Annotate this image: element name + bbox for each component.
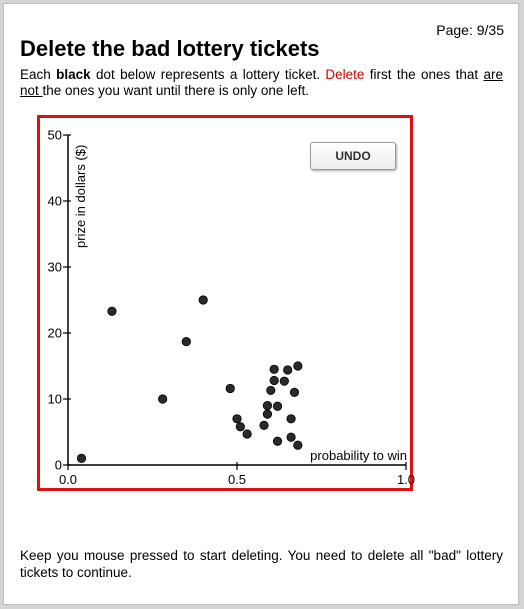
y-tick-label: 50: [48, 128, 62, 143]
plot-frame[interactable]: [37, 115, 413, 491]
lottery-ticket-dot[interactable]: [76, 453, 87, 463]
lottery-ticket-dot[interactable]: [262, 400, 273, 411]
x-tick-label: 0.5: [228, 472, 246, 487]
x-tick-label: 1.0: [397, 472, 415, 487]
instructions-bold: black: [56, 67, 91, 82]
y-tick-label: 20: [48, 326, 62, 341]
y-axis-label: prize in dollars ($): [73, 145, 88, 248]
lottery-ticket-dot[interactable]: [198, 295, 208, 305]
lottery-ticket-dot[interactable]: [262, 409, 273, 419]
lottery-ticket-dot[interactable]: [235, 422, 245, 432]
instructions-text-2: dot below represents a lottery ticket.: [90, 67, 326, 82]
lottery-ticket-dot[interactable]: [286, 432, 296, 442]
lottery-ticket-dot[interactable]: [286, 414, 296, 424]
y-tick-label: 40: [48, 194, 62, 209]
y-tick-label: 30: [48, 260, 62, 275]
lottery-ticket-dot[interactable]: [293, 440, 303, 450]
lottery-ticket-dot[interactable]: [107, 306, 117, 316]
lottery-ticket-dot[interactable]: [259, 420, 269, 430]
instructions-delete-word: Delete: [325, 67, 365, 82]
instructions-text-1: Each: [20, 67, 57, 82]
footer-instructions: Keep you mouse pressed to start deleting…: [20, 548, 503, 580]
lottery-ticket-dot[interactable]: [283, 365, 293, 375]
page-title: Delete the bad lottery tickets: [20, 36, 320, 61]
instructions-text-3: first the ones that: [364, 67, 484, 82]
page-number: Page: 9/35: [436, 22, 504, 38]
lottery-ticket-dot[interactable]: [181, 336, 191, 347]
lottery-ticket-dot[interactable]: [272, 436, 283, 446]
lottery-ticket-dot[interactable]: [269, 364, 279, 374]
lottery-ticket-dot[interactable]: [279, 376, 289, 386]
lottery-ticket-dot[interactable]: [269, 375, 279, 386]
lottery-ticket-dot[interactable]: [225, 383, 235, 394]
lottery-ticket-dot[interactable]: [232, 414, 242, 424]
y-tick-label: 10: [48, 392, 62, 407]
lottery-ticket-dot[interactable]: [158, 394, 168, 404]
lottery-ticket-dot[interactable]: [272, 401, 283, 411]
instructions-underline: are not: [20, 67, 503, 98]
y-tick-label: 0: [55, 458, 62, 473]
x-tick-label: 0.0: [59, 472, 77, 487]
plot-points: [76, 295, 303, 463]
lottery-ticket-dot[interactable]: [242, 429, 252, 439]
undo-button[interactable]: UNDO: [310, 142, 396, 170]
plot-axes: 0 10 20 30 40 50 0.0 0.5 1.0 prize in dollars ($)…: [48, 128, 416, 488]
lottery-ticket-dot[interactable]: [266, 385, 276, 396]
page-card: [3, 3, 519, 605]
lottery-ticket-dot[interactable]: [293, 361, 303, 371]
instructions-text-4: the ones you want until there is only on…: [42, 83, 309, 98]
x-axis-label: probability to win: [310, 448, 407, 463]
lottery-ticket-dot[interactable]: [289, 387, 300, 397]
instructions: Each black dot below represents a lotter…: [20, 67, 503, 99]
